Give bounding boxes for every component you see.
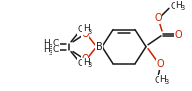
Text: 3: 3 — [181, 5, 185, 11]
Text: 3: 3 — [88, 62, 92, 68]
Text: 3: 3 — [49, 50, 53, 56]
Text: H: H — [83, 24, 89, 33]
Text: O: O — [81, 55, 89, 65]
Text: C: C — [53, 45, 59, 54]
Text: O: O — [156, 59, 164, 69]
Text: C: C — [78, 25, 84, 34]
Text: H: H — [176, 1, 182, 10]
Text: H: H — [43, 45, 49, 54]
Text: H: H — [160, 75, 166, 84]
Text: H: H — [83, 58, 89, 67]
Text: C: C — [155, 76, 161, 85]
Text: C: C — [78, 59, 84, 68]
Text: 3: 3 — [165, 79, 169, 85]
Text: C: C — [53, 39, 59, 48]
Text: B: B — [96, 42, 102, 52]
Text: 3: 3 — [49, 44, 53, 50]
Text: O: O — [81, 29, 89, 39]
Text: 3: 3 — [88, 29, 92, 35]
Text: H: H — [43, 39, 49, 48]
Text: O: O — [154, 13, 162, 23]
Text: O: O — [174, 30, 182, 40]
Text: C: C — [171, 2, 177, 11]
